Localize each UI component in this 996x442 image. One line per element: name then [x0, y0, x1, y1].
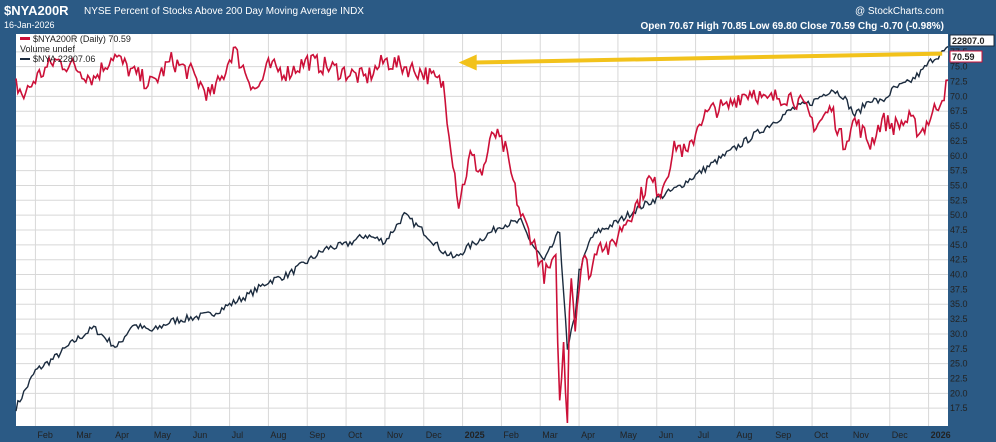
- x-tick-label: Apr: [115, 430, 129, 440]
- x-tick-label: Mar: [76, 430, 92, 440]
- y-tick-label: 52.5: [950, 195, 968, 205]
- y-tick-label: 47.5: [950, 225, 968, 235]
- arrow-shaft: [474, 51, 943, 65]
- nya200r-value-tag: 70.59: [952, 52, 975, 62]
- y-tick-label: 65.0: [950, 121, 968, 131]
- y-tick-label: 40.0: [950, 270, 968, 280]
- y-tick-label: 27.5: [950, 344, 968, 354]
- x-tick-label: May: [620, 430, 638, 440]
- y-tick-label: 70.0: [950, 91, 968, 101]
- x-tick-label: Jul: [232, 430, 244, 440]
- y-tick-label: 60.0: [950, 151, 968, 161]
- value-tags: 22807.0 70.59: [949, 34, 995, 63]
- y-tick-label: 42.5: [950, 255, 968, 265]
- x-tick-label: Jun: [193, 430, 208, 440]
- y-tick-label: 55.0: [950, 180, 968, 190]
- y-tick-label: 37.5: [950, 284, 968, 294]
- y-tick-label: 20.0: [950, 388, 968, 398]
- y-tick-label: 75.0: [950, 62, 968, 72]
- legend-label-2: Volume undef: [20, 44, 76, 54]
- legend-swatch-3: [20, 58, 30, 60]
- x-tick-label: Dec: [892, 430, 909, 440]
- ohlc-readout: Open 70.67 High 70.85 Low 69.80 Close 70…: [640, 21, 944, 32]
- nya-value-tag-bg: [949, 34, 995, 47]
- y-tick-label: 25.0: [950, 359, 968, 369]
- y-tick-label: 62.5: [950, 136, 968, 146]
- x-tick-label: Sep: [775, 430, 791, 440]
- brand-label: @ StockCharts.com: [854, 6, 944, 17]
- legend-label-3: $NYA 22807.06: [33, 54, 95, 64]
- nya-series-line: [15, 45, 949, 412]
- y-tick-label: 22.5: [950, 373, 968, 383]
- legend: $NYA200R (Daily) 70.59 Volume undef $NYA…: [20, 34, 131, 64]
- arrow-head: [458, 54, 477, 71]
- x-tick-label: May: [154, 430, 172, 440]
- x-tick-label: Mar: [542, 430, 558, 440]
- y-tick-label: 35.0: [950, 299, 968, 309]
- x-tick-label: Nov: [387, 430, 404, 440]
- ticker-symbol: $NYA200R: [4, 3, 69, 18]
- nya-value-tag: 22807.0: [952, 36, 985, 46]
- x-tick-label: 2026: [931, 430, 951, 440]
- series-lines: [15, 45, 949, 424]
- y-tick-label: 50.0: [950, 210, 968, 220]
- x-tick-label: Feb: [503, 430, 519, 440]
- y-tick-label: 45.0: [950, 240, 968, 250]
- x-tick-label: Jun: [659, 430, 674, 440]
- y-tick-label: 57.5: [950, 166, 968, 176]
- trend-arrow: [458, 51, 943, 71]
- x-axis: Feb Mar Apr May Jun Jul Aug Sep Oct Nov Dec 2025 Feb…: [37, 430, 950, 440]
- y-tick-label: 72.5: [950, 77, 968, 87]
- grid-lines: [16, 34, 948, 426]
- x-tick-label: Feb: [37, 430, 53, 440]
- x-tick-label: Oct: [814, 430, 829, 440]
- legend-label-1: $NYA200R (Daily) 70.59: [33, 34, 131, 44]
- chart-date: 16-Jan-2026: [4, 20, 55, 30]
- x-tick-label: Aug: [736, 430, 752, 440]
- x-tick-label: Apr: [581, 430, 595, 440]
- y-tick-label: 67.5: [950, 106, 968, 116]
- x-tick-label: Oct: [348, 430, 363, 440]
- chart-description: NYSE Percent of Stocks Above 200 Day Mov…: [84, 6, 364, 17]
- x-tick-label: Aug: [270, 430, 286, 440]
- y-axis: 17.5 20.0 22.5 25.0 27.5 30.0 32.5 35.0 37.5 40.0…: [950, 47, 968, 413]
- x-tick-label: Nov: [853, 430, 870, 440]
- x-tick-label: Sep: [309, 430, 325, 440]
- x-tick-label: Dec: [426, 430, 443, 440]
- nya200r-value-tag-bg: [949, 50, 983, 63]
- x-tick-label: 2025: [465, 430, 485, 440]
- y-tick-label: 17.5: [950, 403, 968, 413]
- legend-swatch-1: [20, 37, 30, 40]
- x-tick-label: Jul: [698, 430, 710, 440]
- y-tick-label: 32.5: [950, 314, 968, 324]
- y-tick-label: 30.0: [950, 329, 968, 339]
- nya200r-series-line: [15, 46, 949, 424]
